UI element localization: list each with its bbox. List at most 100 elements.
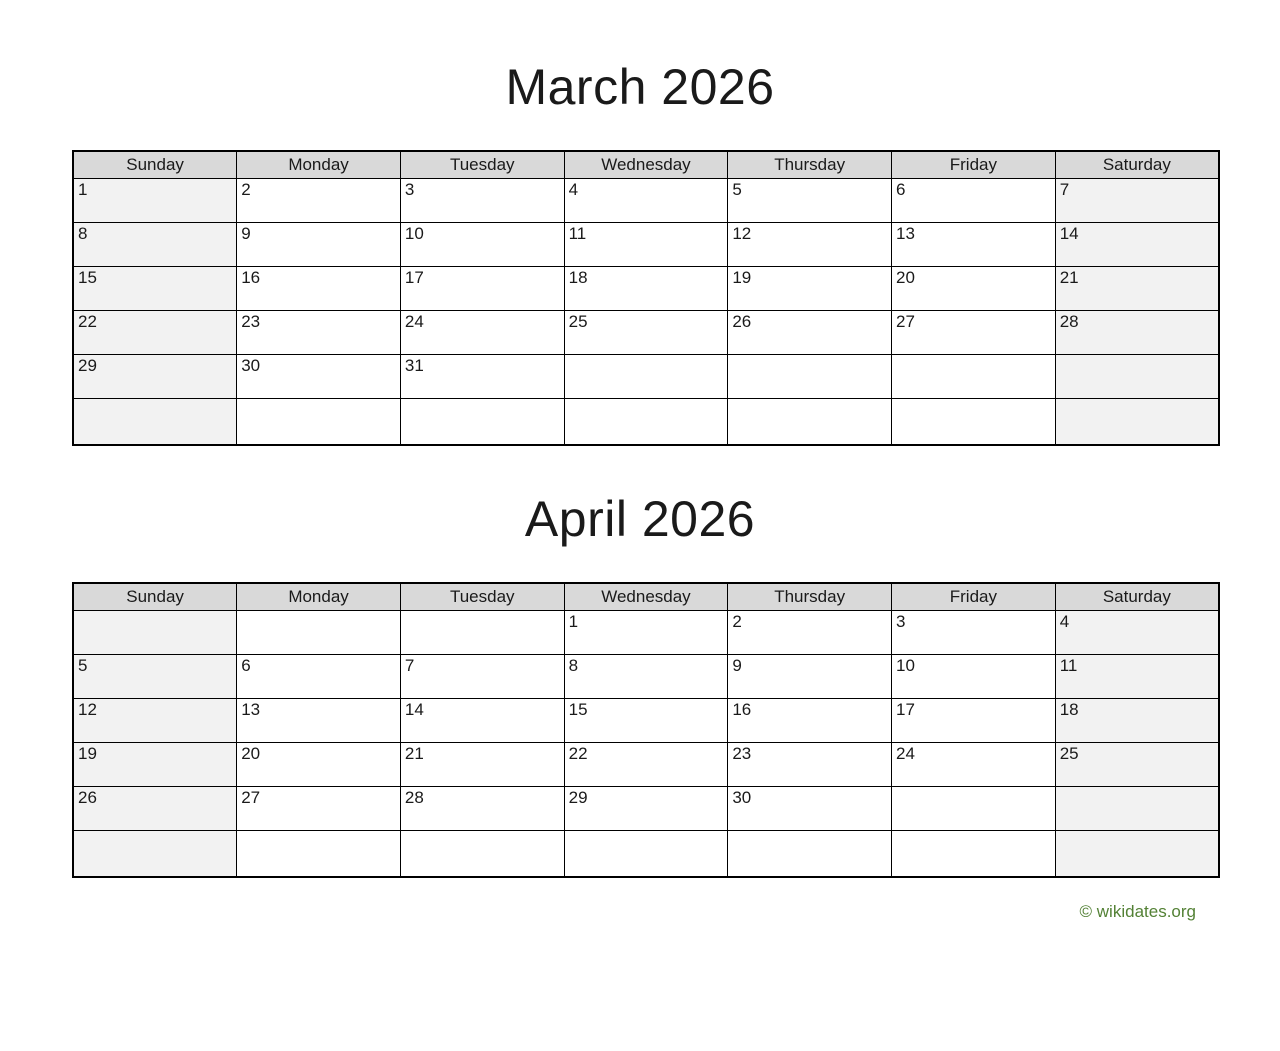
day-cell: 24 xyxy=(891,741,1056,787)
day-cell: 3 xyxy=(399,177,565,223)
day-cell: 7 xyxy=(399,653,565,699)
day-cell: 26 xyxy=(727,309,893,355)
day-cell: 25 xyxy=(1054,741,1220,787)
calendar-table: Sunday Monday Tuesday Wednesday Thursday Frid… xyxy=(72,582,1220,878)
day-cell-empty xyxy=(236,397,401,446)
day-cell: 12 xyxy=(72,697,238,743)
day-cell-empty xyxy=(399,397,565,446)
day-number: 27 xyxy=(241,787,261,807)
week-row xyxy=(72,397,1220,446)
day-cell-empty xyxy=(727,353,893,399)
day-number: 9 xyxy=(241,223,251,243)
day-cell: 13 xyxy=(891,221,1056,267)
day-header-monday: Monday xyxy=(236,582,401,611)
day-cell: 3 xyxy=(891,609,1056,655)
day-header-friday: Friday xyxy=(891,150,1056,179)
week-row: 5 6 7 8 9 10 11 xyxy=(72,653,1220,699)
day-cell-empty xyxy=(72,609,238,655)
day-number: 20 xyxy=(896,267,915,287)
month-title: March 2026 xyxy=(505,59,775,115)
day-number: 4 xyxy=(1059,611,1070,631)
day-header-saturday: Saturday xyxy=(1054,582,1220,611)
day-cell-empty xyxy=(236,609,401,655)
day-number: 13 xyxy=(241,699,261,719)
day-cell: 31 xyxy=(399,353,565,399)
day-number: 3 xyxy=(896,611,906,631)
day-cell: 15 xyxy=(563,697,729,743)
day-cell: 29 xyxy=(563,785,729,831)
day-number: 28 xyxy=(1059,311,1079,331)
day-cell: 5 xyxy=(72,653,238,699)
week-row: 1 2 3 4 5 6 7 xyxy=(72,177,1220,223)
day-number: 9 xyxy=(732,655,742,675)
day-cell: 16 xyxy=(236,265,401,311)
day-number: 6 xyxy=(896,179,906,199)
day-number: 25 xyxy=(568,311,588,331)
day-cell: 11 xyxy=(1054,653,1220,699)
day-number: 4 xyxy=(568,179,579,199)
day-header-wednesday: Wednesday xyxy=(563,582,729,611)
day-header-sunday: Sunday xyxy=(72,150,238,179)
day-header-sunday: Sunday xyxy=(72,582,238,611)
day-cell: 25 xyxy=(563,309,729,355)
day-header-row: Sunday Monday Tuesday Wednesday Thursday Frid… xyxy=(72,150,1220,179)
day-cell: 4 xyxy=(1054,609,1220,655)
day-number: 20 xyxy=(241,743,261,763)
day-number: 19 xyxy=(732,267,752,287)
day-cell-empty xyxy=(563,353,729,399)
day-number: 2 xyxy=(241,179,251,199)
day-number: 26 xyxy=(78,787,97,807)
day-header-tuesday: Tuesday xyxy=(399,582,565,611)
day-cell-empty xyxy=(1054,829,1220,878)
day-cell: 20 xyxy=(236,741,401,787)
wikidates-credit-link[interactable]: © wikidates.org xyxy=(1079,902,1196,921)
day-cell: 18 xyxy=(1054,697,1220,743)
month-section-0: March 2026 Sunday Monday Tuesday Wednesday Th… xyxy=(0,62,1280,446)
day-cell: 27 xyxy=(236,785,401,831)
day-number: 7 xyxy=(404,655,415,675)
footer: © wikidates.org xyxy=(72,902,1220,922)
day-number: 12 xyxy=(78,699,97,719)
day-header-saturday: Saturday xyxy=(1054,150,1220,179)
day-number: 24 xyxy=(896,743,915,763)
day-cell: 30 xyxy=(727,785,893,831)
day-cell-empty xyxy=(563,829,729,878)
day-cell-empty xyxy=(891,829,1056,878)
day-cell: 15 xyxy=(72,265,238,311)
day-cell: 29 xyxy=(72,353,238,399)
day-cell-empty xyxy=(727,397,893,446)
day-cell-empty xyxy=(891,353,1056,399)
day-number: 18 xyxy=(1059,699,1079,719)
week-row: 22 23 24 25 26 27 28 xyxy=(72,309,1220,355)
day-cell: 22 xyxy=(563,741,729,787)
week-row: 12 13 14 15 16 17 18 xyxy=(72,697,1220,743)
day-number: 10 xyxy=(896,655,915,675)
day-cell: 17 xyxy=(399,265,565,311)
day-number: 15 xyxy=(568,699,588,719)
month-section-1: April 2026 Sunday Monday Tuesday Wednesday Th… xyxy=(0,494,1280,878)
day-cell-empty xyxy=(236,829,401,878)
day-number: 1 xyxy=(78,179,88,199)
day-number: 13 xyxy=(896,223,915,243)
day-number: 1 xyxy=(568,611,579,631)
day-number: 28 xyxy=(404,787,424,807)
day-header-tuesday: Tuesday xyxy=(399,150,565,179)
day-number: 14 xyxy=(1059,223,1079,243)
day-cell: 27 xyxy=(891,309,1056,355)
day-cell: 19 xyxy=(72,741,238,787)
day-number: 5 xyxy=(732,179,742,199)
day-cell: 22 xyxy=(72,309,238,355)
day-cell: 6 xyxy=(891,177,1056,223)
day-cell: 2 xyxy=(236,177,401,223)
day-cell-empty xyxy=(727,829,893,878)
day-cell: 7 xyxy=(1054,177,1220,223)
day-cell: 8 xyxy=(72,221,238,267)
day-cell: 6 xyxy=(236,653,401,699)
day-cell: 13 xyxy=(236,697,401,743)
day-header-row: Sunday Monday Tuesday Wednesday Thursday Frid… xyxy=(72,582,1220,611)
day-cell: 14 xyxy=(1054,221,1220,267)
calendar-page: March 2026 Sunday Monday Tuesday Wednesday Th… xyxy=(0,62,1280,878)
day-number: 6 xyxy=(241,655,251,675)
day-number: 10 xyxy=(404,223,424,243)
week-row: 26 27 28 29 30 xyxy=(72,785,1220,831)
